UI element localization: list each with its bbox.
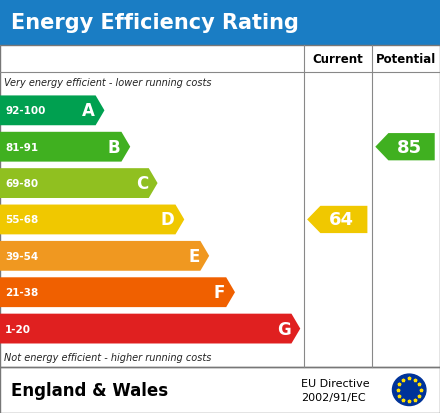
Polygon shape — [375, 134, 435, 161]
Text: A: A — [82, 102, 95, 120]
Text: F: F — [214, 283, 225, 301]
Text: 2002/91/EC: 2002/91/EC — [301, 392, 366, 402]
Text: Energy Efficiency Rating: Energy Efficiency Rating — [11, 13, 299, 33]
Text: 81-91: 81-91 — [5, 142, 38, 152]
Text: 55-68: 55-68 — [5, 215, 39, 225]
Polygon shape — [0, 169, 158, 199]
Text: B: B — [108, 138, 121, 157]
Text: 92-100: 92-100 — [5, 106, 46, 116]
Text: Potential: Potential — [376, 53, 436, 66]
Text: Current: Current — [312, 53, 363, 66]
Text: C: C — [136, 175, 148, 192]
Text: 69-80: 69-80 — [5, 179, 38, 189]
Polygon shape — [0, 133, 130, 162]
Polygon shape — [0, 96, 104, 126]
Text: G: G — [277, 320, 290, 338]
Polygon shape — [0, 241, 209, 271]
Polygon shape — [307, 206, 367, 233]
Polygon shape — [0, 278, 235, 307]
Bar — [0, 0, 440, 46]
Text: 1-20: 1-20 — [5, 324, 31, 334]
Text: 21-38: 21-38 — [5, 287, 39, 297]
Text: Not energy efficient - higher running costs: Not energy efficient - higher running co… — [4, 352, 212, 362]
Text: England & Wales: England & Wales — [11, 381, 168, 399]
Text: D: D — [161, 211, 175, 229]
Text: 85: 85 — [396, 138, 422, 157]
Polygon shape — [0, 205, 184, 235]
Text: E: E — [188, 247, 199, 265]
Text: Very energy efficient - lower running costs: Very energy efficient - lower running co… — [4, 78, 212, 88]
Text: EU Directive: EU Directive — [301, 378, 370, 388]
Circle shape — [392, 374, 426, 406]
Bar — [0, 46, 440, 367]
Polygon shape — [0, 314, 300, 344]
Text: 64: 64 — [329, 211, 354, 229]
Bar — [0, 367, 440, 413]
Text: 39-54: 39-54 — [5, 251, 39, 261]
